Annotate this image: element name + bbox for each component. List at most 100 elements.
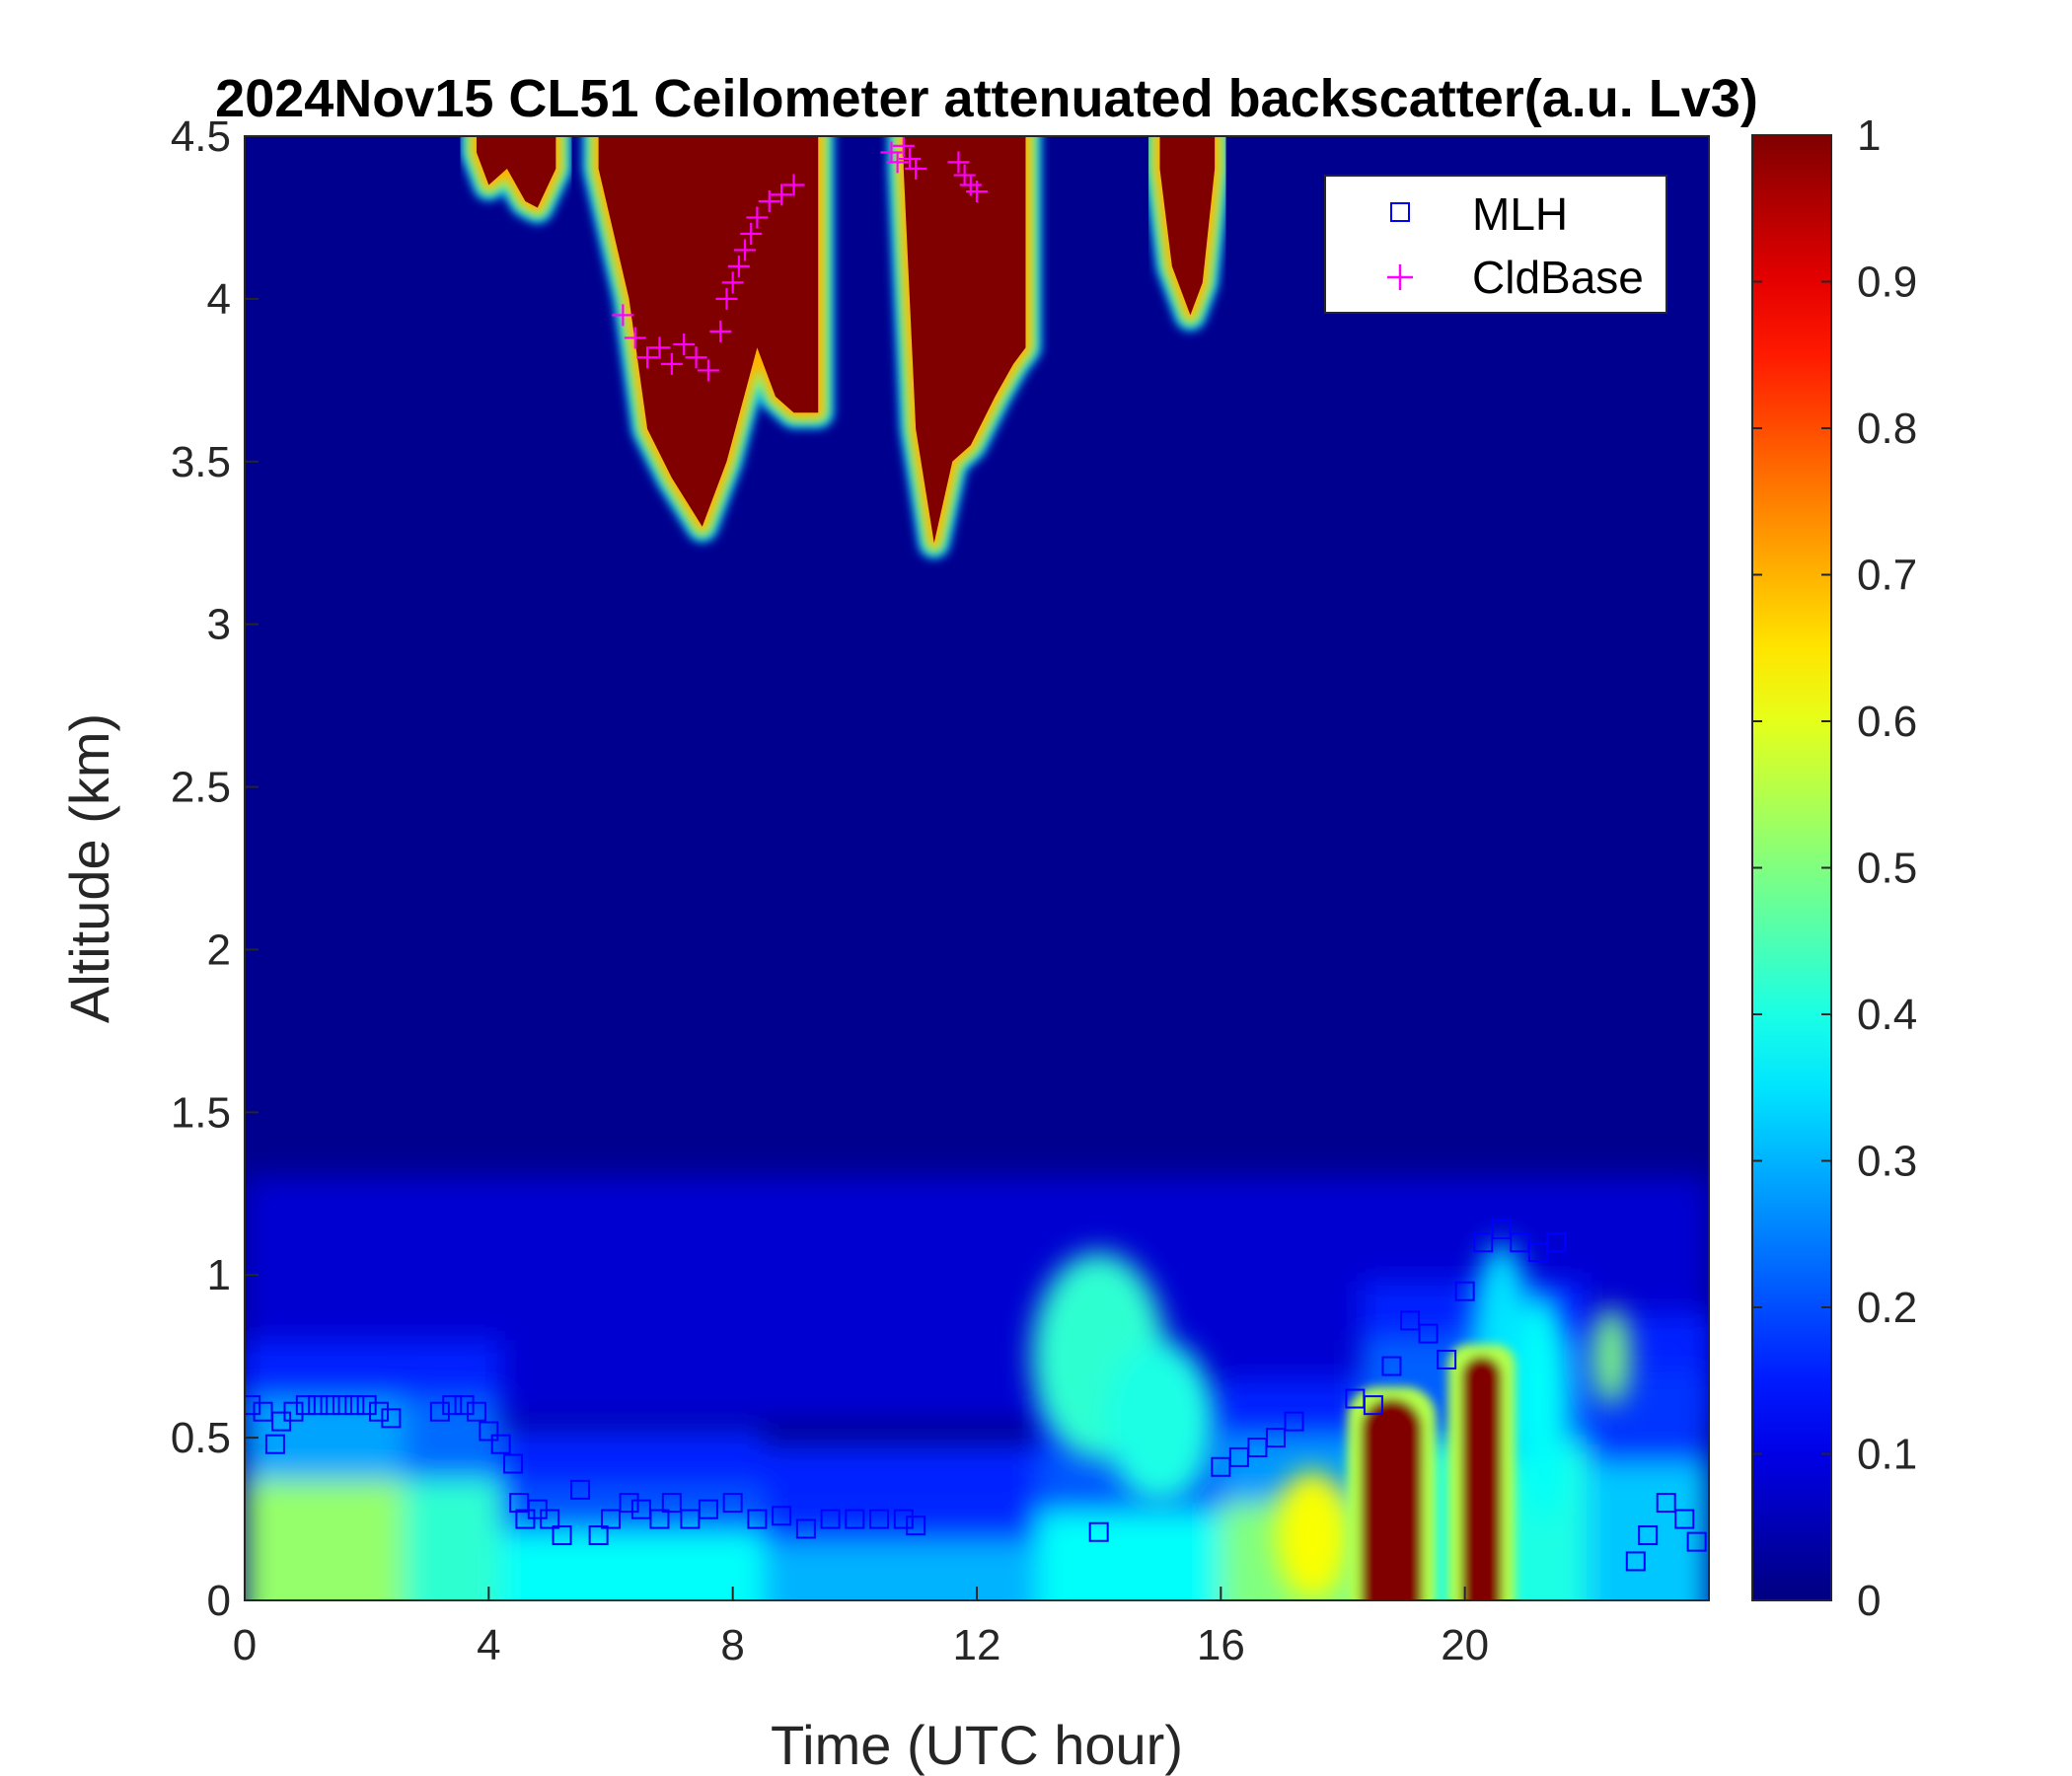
mlh-marker	[503, 1453, 524, 1474]
mlh-marker	[1437, 1349, 1457, 1369]
cldbase-marker	[953, 164, 976, 186]
cldbase-marker	[947, 151, 970, 174]
mlh-marker	[356, 1395, 377, 1416]
mlh-marker	[540, 1509, 560, 1529]
colorbar-tick-label: 0.2	[1857, 1284, 1917, 1332]
mlh-marker	[1625, 1551, 1646, 1572]
mlh-marker	[344, 1395, 365, 1416]
colorbar-tick-label: 0.4	[1857, 991, 1917, 1039]
y-tick-label: 4.5	[171, 112, 231, 161]
colorbar-tick-label: 0	[1857, 1577, 1881, 1625]
y-tick-label: 4	[207, 275, 231, 324]
mlh-marker	[845, 1509, 865, 1529]
mlh-marker	[820, 1509, 841, 1529]
mlh-marker	[869, 1509, 890, 1529]
mlh-marker	[619, 1493, 639, 1514]
surface-core-3	[763, 1541, 1038, 1600]
colorbar-tick-label: 0.3	[1857, 1138, 1917, 1186]
aerosol-feature-1	[1104, 1340, 1216, 1504]
mlh-marker	[698, 1499, 718, 1519]
mlh-marker	[1686, 1531, 1707, 1552]
surface-core-0	[245, 1479, 404, 1600]
colorbar: 0 0.1 0.2 0.3 0.4 0.5 0.6 0.7 0.8 0.9 1	[1751, 111, 1917, 1625]
x-tick-label: 4	[477, 1621, 500, 1669]
mlh-marker	[429, 1401, 450, 1422]
cldbase-marker	[727, 255, 750, 277]
y-tick-label: 2	[207, 925, 231, 974]
mlh-marker	[570, 1479, 591, 1500]
mlh-marker	[320, 1395, 340, 1416]
cldbase-marker	[734, 239, 757, 261]
x-tick-label: 8	[720, 1621, 744, 1669]
cloud-band-2	[903, 136, 1026, 544]
mlh-marker	[332, 1395, 352, 1416]
surface-core-7	[1587, 1463, 1709, 1600]
cldbase-marker	[709, 320, 732, 342]
cldbase-marker	[721, 271, 744, 294]
mlh-marker	[283, 1401, 304, 1422]
cldbase-marker	[673, 333, 696, 356]
colorbar-tick-label: 0.6	[1857, 698, 1917, 746]
mlh-marker	[1363, 1395, 1383, 1416]
aerosol-feature-5	[1592, 1307, 1630, 1406]
mlh-marker	[490, 1434, 511, 1454]
mlh-marker	[264, 1434, 285, 1454]
strong-layers-group	[1347, 1344, 1516, 1600]
mlh-marker	[601, 1509, 621, 1529]
mlh-marker	[1491, 1220, 1512, 1240]
x-tick-label: 12	[953, 1621, 1001, 1669]
cldbase-marker	[746, 206, 769, 229]
y-axis-label: Altitude (km)	[58, 713, 120, 1023]
y-tick-label: 1	[207, 1251, 231, 1299]
cldbase-marker	[685, 346, 707, 369]
strong-layer-core-1	[1461, 1356, 1502, 1600]
mlh-marker	[1088, 1521, 1109, 1542]
legend-mlh-marker	[1390, 202, 1410, 222]
mlh-marker	[1454, 1281, 1475, 1301]
cldbase-marker	[636, 346, 659, 369]
mlh-marker	[295, 1395, 316, 1416]
surface-core-4	[1037, 1512, 1221, 1600]
mlh-marker	[893, 1509, 914, 1529]
mlh-marker	[747, 1509, 768, 1529]
mlh-marker	[1381, 1356, 1402, 1376]
mlh-marker	[772, 1506, 792, 1526]
mlh-marker	[369, 1401, 390, 1422]
cldbase-marker	[898, 148, 921, 171]
chart-title: 2024Nov15 CL51 Ceilometer attenuated bac…	[215, 69, 1758, 128]
y-tick-label: 1.5	[171, 1088, 231, 1137]
cloud-bands-group	[460, 136, 1231, 559]
cloud-band-0	[476, 136, 556, 208]
cldbase-marker	[886, 151, 909, 174]
aerosol-feature-2	[1275, 1470, 1350, 1600]
x-tick-label: 16	[1197, 1621, 1245, 1669]
cldbase-marker	[771, 184, 793, 206]
aerosol-feature-4	[1519, 1291, 1569, 1519]
x-tick-label: 0	[233, 1621, 257, 1669]
plot-area	[245, 136, 1709, 1600]
surface-core-2	[500, 1531, 764, 1600]
mlh-marker	[1656, 1493, 1676, 1514]
mlh-marker	[588, 1525, 609, 1546]
cldbase-marker	[715, 287, 738, 310]
legend-cldbase-marker	[1387, 264, 1413, 290]
y-tick-label: 0	[207, 1577, 231, 1625]
cldbase-marker	[782, 174, 805, 196]
mlh-marker	[1284, 1411, 1304, 1432]
marker-layer	[245, 136, 1707, 1572]
colorbar-tick-label: 0.9	[1857, 259, 1917, 307]
mlh-marker	[1265, 1428, 1286, 1448]
mlh-marker	[661, 1493, 682, 1514]
y-tick-label: 0.5	[171, 1414, 231, 1462]
legend: MLH CldBase	[1324, 175, 1667, 314]
cldbase-marker	[905, 157, 927, 180]
mlh-marker	[245, 1395, 261, 1416]
mlh-marker	[552, 1525, 572, 1546]
cldbase-marker	[697, 359, 719, 382]
mlh-marker	[454, 1395, 475, 1416]
cldbase-marker	[648, 336, 671, 359]
mlh-marker	[649, 1509, 670, 1529]
x-axis-label: Time (UTC hour)	[771, 1714, 1183, 1776]
